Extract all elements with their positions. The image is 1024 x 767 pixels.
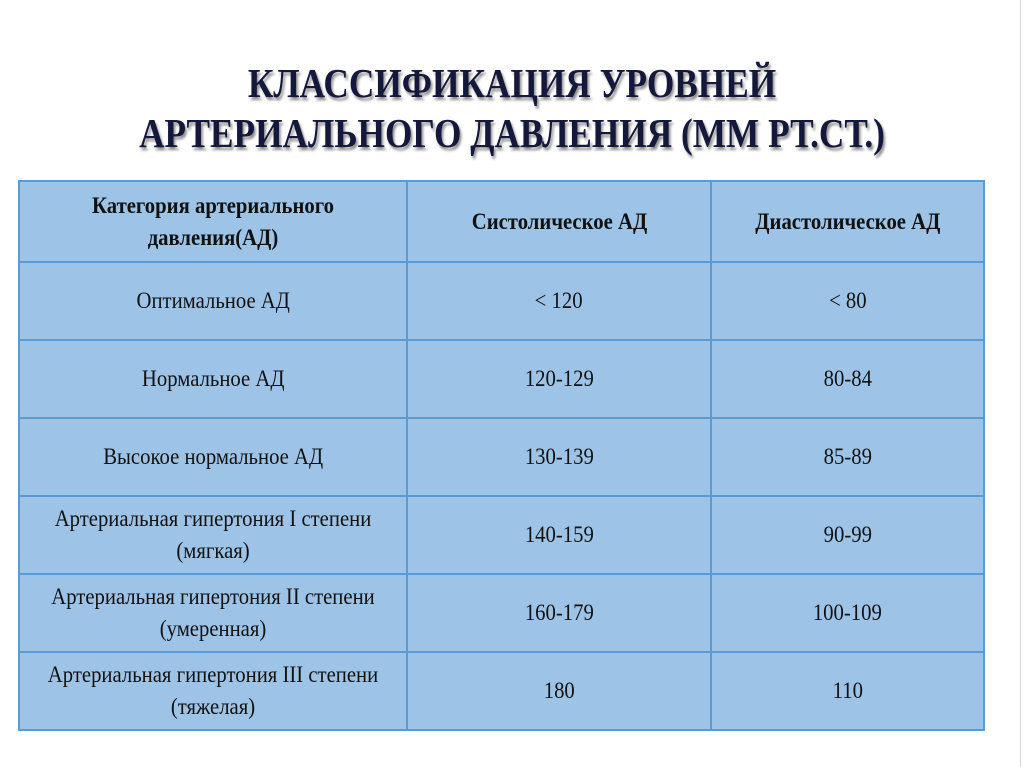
systolic-cell: < 120: [406, 261, 712, 341]
table-row: Артериальная гипертония III степени (тяж…: [18, 651, 985, 731]
category-cell: Нормальное АД: [18, 339, 408, 419]
title-line-2: АРТЕРИАЛЬНОГО ДАВЛЕНИЯ (ММ РТ.СТ.): [139, 110, 885, 156]
category-cell: Артериальная гипертония III степени (тяж…: [18, 651, 408, 731]
systolic-cell: 140-159: [406, 495, 712, 575]
slide-edge: [1020, 0, 1021, 767]
header-systolic: Систолическое АД: [406, 180, 712, 263]
category-cell: Высокое нормальное АД: [18, 417, 408, 497]
title-line-1: КЛАССИФИКАЦИЯ УРОВНЕЙ: [247, 60, 777, 106]
header-category: Категория артериального давления(АД): [18, 180, 408, 263]
table-row: Артериальная гипертония I степени (мягка…: [18, 495, 985, 575]
table-header-row: Категория артериального давления(АД) Сис…: [18, 180, 985, 263]
page-title: КЛАССИФИКАЦИЯ УРОВНЕЙ АРТЕРИАЛЬНОГО ДАВЛ…: [72, 58, 953, 158]
systolic-cell: 120-129: [406, 339, 712, 419]
blood-pressure-table: Категория артериального давления(АД) Сис…: [18, 180, 985, 731]
table-row: Артериальная гипертония II степени (умер…: [18, 573, 985, 653]
diastolic-cell: 110: [710, 651, 985, 731]
diastolic-cell: 85-89: [710, 417, 985, 497]
category-cell: Оптимальное АД: [18, 261, 408, 341]
category-cell: Артериальная гипертония I степени (мягка…: [18, 495, 408, 575]
diastolic-cell: 80-84: [710, 339, 985, 419]
table-row: Высокое нормальное АД 130-139 85-89: [18, 417, 985, 497]
diastolic-cell: 100-109: [710, 573, 985, 653]
category-cell: Артериальная гипертония II степени (умер…: [18, 573, 408, 653]
header-diastolic: Диастолическое АД: [710, 180, 985, 263]
systolic-cell: 160-179: [406, 573, 712, 653]
diastolic-cell: 90-99: [710, 495, 985, 575]
table-row: Нормальное АД 120-129 80-84: [18, 339, 985, 419]
table-row: Оптимальное АД < 120 < 80: [18, 261, 985, 341]
systolic-cell: 130-139: [406, 417, 712, 497]
diastolic-cell: < 80: [710, 261, 985, 341]
systolic-cell: 180: [406, 651, 712, 731]
